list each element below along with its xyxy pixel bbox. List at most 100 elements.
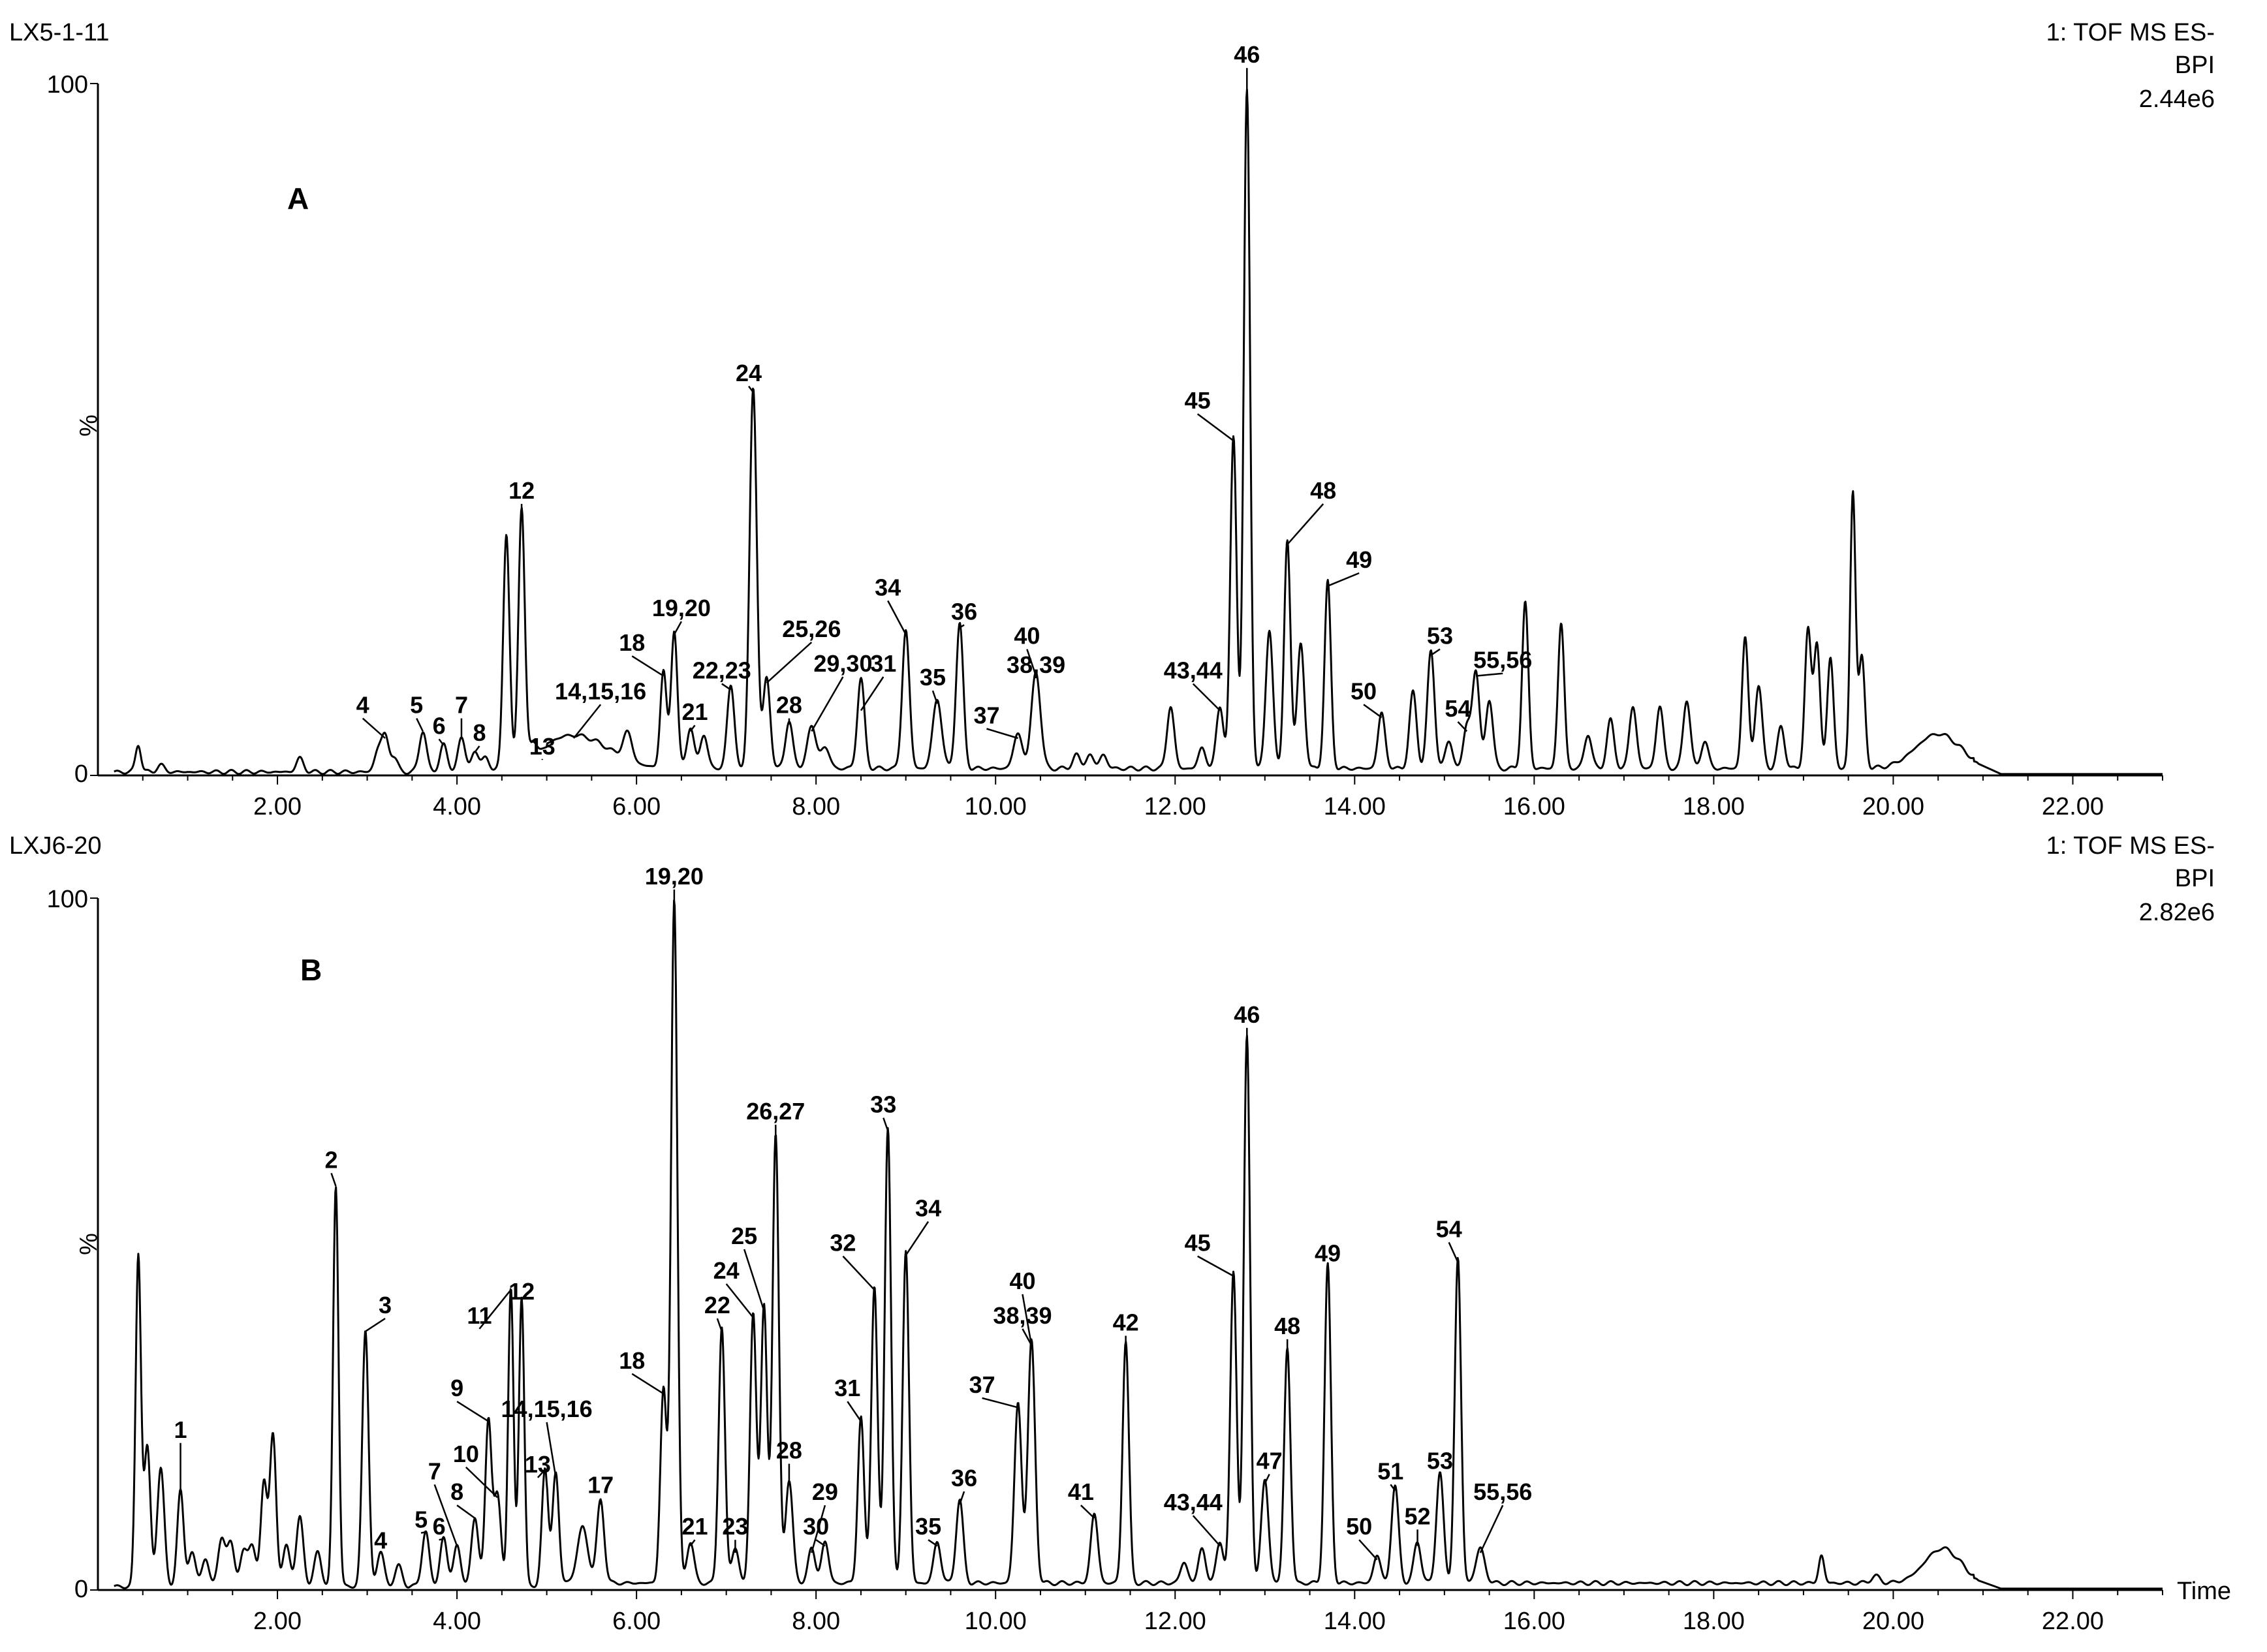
- peak-leader-line: [1475, 672, 1503, 677]
- peak-label: 46: [1234, 41, 1260, 68]
- peak-label: 35: [920, 664, 946, 691]
- peak-label: 19,20: [652, 595, 711, 621]
- peak-leader-line: [847, 1401, 862, 1422]
- peak-leader-line: [689, 725, 696, 732]
- peak-leader-line: [811, 1504, 826, 1553]
- x-tick-label: 14.00: [1324, 793, 1386, 820]
- peak-label: 21: [681, 698, 708, 725]
- peak-label: 2: [325, 1146, 338, 1173]
- peak-label: 11: [467, 1302, 492, 1329]
- peak-label: 24: [736, 360, 762, 386]
- peak-leader-line: [330, 1172, 337, 1187]
- panel-a-peak-annotations: 4 5678121314,15,161819,202122,232425,2628…: [356, 41, 1532, 760]
- peak-leader-line: [716, 1318, 723, 1332]
- peak-label: 23: [722, 1513, 748, 1540]
- panel-b-x-tick-labels: 2.00 4.00 6.00 8.00 10.00 12.00 14.00 16…: [253, 1608, 2104, 1635]
- peak-leader-line: [420, 1531, 426, 1534]
- x-tick-label: 4.00: [433, 793, 481, 820]
- peak-leader-line: [1327, 572, 1360, 587]
- x-tick-label: 20.00: [1862, 1608, 1924, 1635]
- peak-label: 7: [455, 692, 468, 719]
- peak-label: 55,56: [1473, 1478, 1532, 1505]
- peak-leader-line: [1196, 413, 1234, 442]
- peak-leader-line: [631, 655, 664, 677]
- panel-a-x-ticks: [142, 775, 2163, 785]
- peak-label: 55,56: [1473, 647, 1532, 674]
- peak-label: 8: [473, 719, 486, 746]
- peak-leader-line: [1363, 704, 1383, 719]
- peak-leader-line: [416, 718, 424, 732]
- peak-leader-line: [1026, 649, 1037, 676]
- peak-label: 12: [508, 477, 535, 504]
- panel-b-instrument-title: 1: TOF MS ES-: [2046, 832, 2215, 860]
- peak-leader-line: [438, 738, 445, 746]
- peak-label: 22,23: [693, 657, 751, 684]
- peak-label: 42: [1113, 1309, 1139, 1336]
- peak-leader-line: [1358, 1539, 1378, 1561]
- peak-label: 34: [875, 574, 901, 600]
- panel-a-chromatogram-trace: [114, 88, 2163, 775]
- x-tick-label: 20.00: [1862, 793, 1924, 820]
- peak-leader-line: [883, 1117, 889, 1131]
- peak-leader-line: [725, 1283, 754, 1318]
- panel-b-letter: B: [300, 953, 322, 987]
- peak-leader-line: [766, 642, 813, 684]
- panel-b: LXJ6-20 1: TOF MS ES- BPI 2.82e6 B % 100…: [9, 832, 2231, 1635]
- panel-a: LX5-1-11 1: TOF MS ES- BPI 2.44e6 A % 10…: [9, 19, 2215, 820]
- panel-b-y-tick-zero: 0: [74, 1576, 88, 1603]
- peak-label: 33: [870, 1091, 896, 1118]
- peak-leader-line: [1479, 1504, 1504, 1553]
- peak-leader-line: [743, 1249, 765, 1311]
- peak-leader-line: [959, 1491, 965, 1505]
- panel-b-intensity: 2.82e6: [2139, 899, 2215, 926]
- peak-leader-line: [815, 1539, 826, 1547]
- peak-leader-line: [1448, 1241, 1459, 1263]
- peak-label: 36: [951, 599, 977, 625]
- peak-leader-line: [456, 1401, 489, 1422]
- peak-label: 37: [973, 702, 999, 729]
- peak-label: 29: [812, 1478, 838, 1505]
- peak-label: 45: [1185, 387, 1211, 414]
- peak-leader-line: [1430, 648, 1441, 656]
- peak-label: 28: [776, 692, 802, 719]
- peak-leader-line: [982, 1397, 1018, 1409]
- peak-label: 40: [1014, 623, 1040, 649]
- peak-label: 53: [1427, 623, 1453, 649]
- x-tick-label: 16.00: [1503, 793, 1565, 820]
- peak-leader-line: [546, 1422, 557, 1477]
- panel-a-letter: A: [287, 181, 309, 215]
- peak-label: 50: [1351, 678, 1377, 704]
- peak-leader-line: [928, 1539, 938, 1547]
- x-tick-label: 10.00: [965, 1608, 1027, 1635]
- panel-a-y-tick-top: 100: [47, 71, 88, 99]
- peak-leader-line: [365, 1317, 386, 1332]
- peak-label: 48: [1274, 1313, 1300, 1339]
- peak-label: 29,30: [813, 650, 872, 677]
- peak-leader-line: [1264, 1473, 1270, 1484]
- peak-label: 54: [1436, 1215, 1462, 1242]
- peak-leader-line: [986, 728, 1018, 740]
- peak-label: 13: [525, 1451, 551, 1478]
- peak-leader-line: [905, 1221, 930, 1256]
- x-tick-label: 6.00: [612, 1608, 661, 1635]
- peak-label: 6: [433, 1513, 446, 1540]
- peak-label: 36: [951, 1465, 977, 1491]
- x-tick-label: 18.00: [1683, 1608, 1745, 1635]
- peak-label: 49: [1346, 546, 1372, 573]
- x-tick-label: 6.00: [612, 793, 661, 820]
- peak-label: 17: [587, 1472, 614, 1499]
- peak-label: 37: [969, 1371, 995, 1398]
- peak-label: 18: [619, 629, 645, 656]
- peak-label: 46: [1234, 1001, 1260, 1028]
- peak-label: 53: [1427, 1448, 1453, 1474]
- panel-b-x-ticks: [142, 1590, 2163, 1599]
- peak-label: 35: [915, 1513, 941, 1540]
- peak-leader-line: [748, 386, 754, 393]
- peak-label: 4: [356, 692, 369, 719]
- panel-b-y-tick-top: 100: [47, 886, 88, 913]
- panel-a-x-tick-labels: 2.00 4.00 6.00 8.00 10.00 12.00 14.00 16…: [253, 793, 2104, 820]
- peak-label: 41: [1068, 1478, 1094, 1505]
- peak-label: 14,15,16: [501, 1395, 593, 1422]
- peak-label: 45: [1185, 1230, 1211, 1256]
